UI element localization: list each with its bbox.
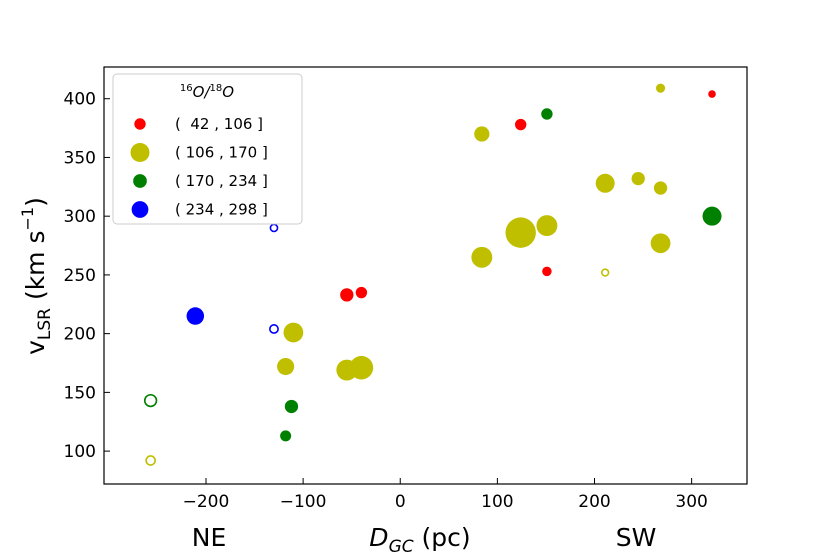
x-tick-label: 0 xyxy=(395,492,406,512)
legend-label: ( 170 , 234 ] xyxy=(175,172,268,190)
y-tick-label: 300 xyxy=(64,207,96,227)
x-tick-label: 300 xyxy=(675,492,707,512)
data-point xyxy=(280,430,292,442)
legend-label: ( 106 , 170 ] xyxy=(175,144,268,162)
region-label-sw: SW xyxy=(616,523,657,552)
data-point xyxy=(702,206,722,226)
data-point xyxy=(186,307,205,325)
legend-marker xyxy=(131,201,149,218)
data-point xyxy=(269,324,279,334)
legend-label: ( 234 , 298 ] xyxy=(175,201,268,219)
x-axis-label: DGC (pc) xyxy=(369,523,470,554)
data-point xyxy=(514,118,527,131)
data-point xyxy=(284,399,299,414)
y-tick-label: 150 xyxy=(64,383,96,403)
data-point xyxy=(541,108,553,120)
y-tick-label: 350 xyxy=(64,148,96,168)
data-point xyxy=(631,171,645,186)
x-tick-label: 200 xyxy=(578,492,610,512)
data-point xyxy=(269,223,279,233)
data-points xyxy=(143,83,722,466)
x-tick-label: 100 xyxy=(481,492,513,512)
legend-title: 16O/18O xyxy=(180,83,234,101)
data-point xyxy=(505,217,536,248)
data-point xyxy=(283,322,304,343)
data-point xyxy=(340,288,354,302)
y-tick-label: 250 xyxy=(64,266,96,286)
data-point xyxy=(471,246,493,268)
plot-frame xyxy=(103,66,748,485)
x-tick-label: −100 xyxy=(280,492,327,512)
y-axis-label: vLSR (km s−1) xyxy=(18,197,55,355)
region-label-ne: NE xyxy=(192,523,227,552)
legend-marker xyxy=(130,143,150,162)
y-tick-label: 200 xyxy=(64,325,96,345)
data-point xyxy=(474,126,490,142)
legend-marker xyxy=(133,174,147,188)
legend-label: ( 42 , 106 ] xyxy=(175,115,263,133)
data-point xyxy=(542,266,552,277)
x-tick-label: −200 xyxy=(183,492,230,512)
legend: 16O/18O ( 42 , 106 ] ( 106 , 170 ] ( 170 ,… xyxy=(112,73,303,225)
y-tick-label: 100 xyxy=(64,442,96,462)
legend-entries: ( 42 , 106 ] ( 106 , 170 ] ( 170 , 234 ] ( … xyxy=(130,115,268,219)
axis-ticks: −200 −100 0 100 200 300 100 150 200 250 300 350 400 xyxy=(64,90,708,512)
data-point xyxy=(601,268,610,277)
data-point xyxy=(355,286,368,299)
legend-box xyxy=(112,73,303,225)
data-point xyxy=(145,455,156,466)
data-point xyxy=(653,181,668,195)
data-point xyxy=(650,233,671,254)
y-tick-label: 400 xyxy=(64,90,96,110)
data-point xyxy=(655,83,666,93)
data-point xyxy=(708,90,716,98)
data-point xyxy=(349,355,374,380)
data-point xyxy=(595,173,615,193)
data-point xyxy=(536,215,558,237)
data-point xyxy=(277,357,295,376)
legend-marker xyxy=(134,118,146,130)
data-point xyxy=(143,393,158,408)
